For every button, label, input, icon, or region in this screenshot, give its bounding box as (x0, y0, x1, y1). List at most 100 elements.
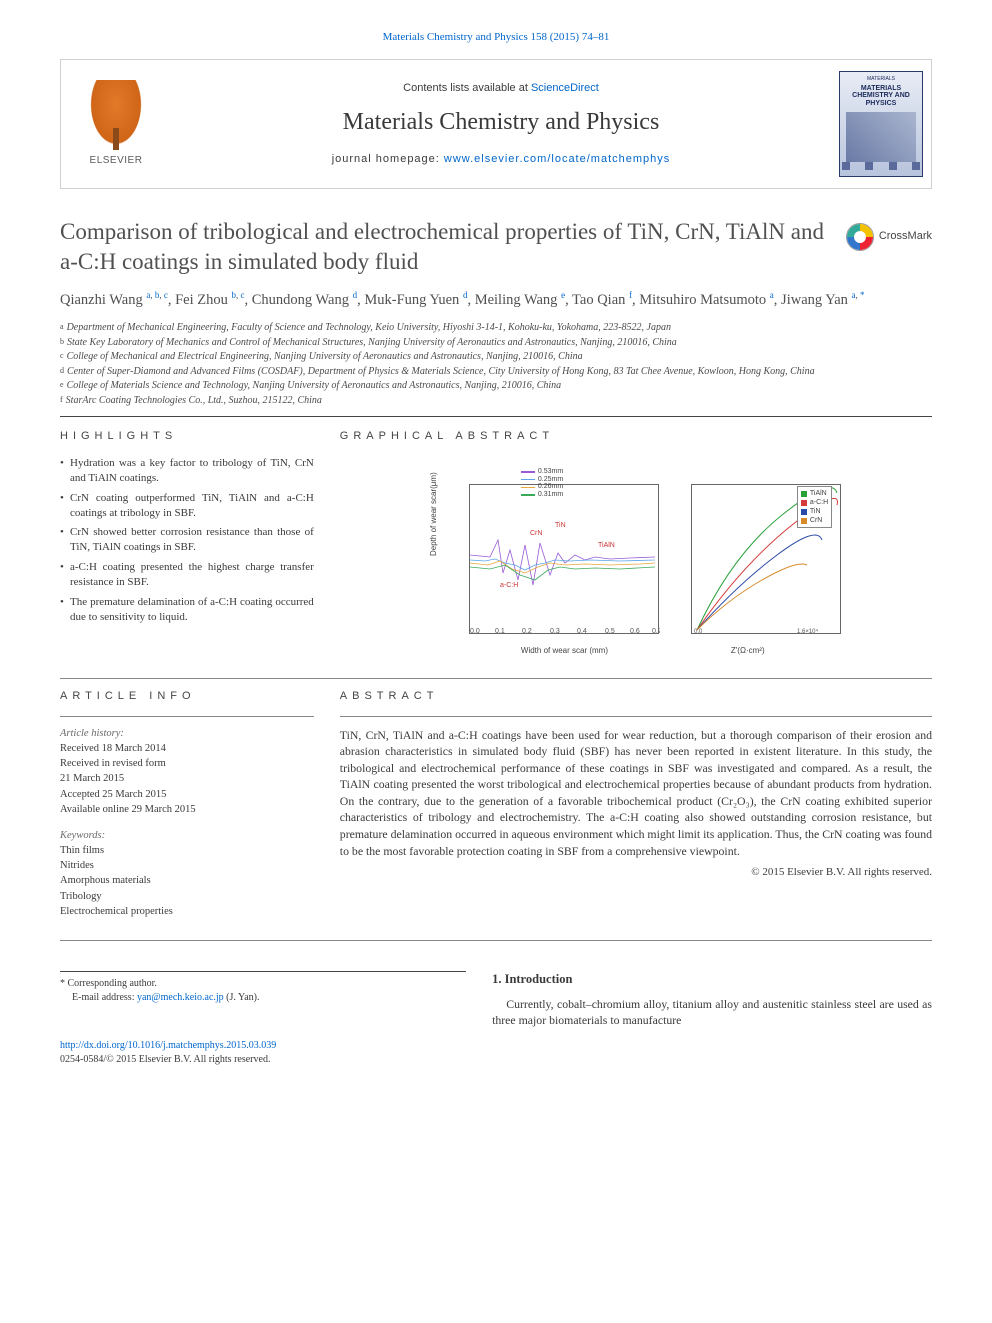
divider (60, 416, 932, 417)
journal-title: Materials Chemistry and Physics (343, 106, 660, 138)
authors: Qianzhi Wang a, b, c, Fei Zhou b, c, Chu… (60, 289, 932, 312)
article-info-heading: ARTICLE INFO (60, 689, 314, 704)
abstract-text: TiN, CrN, TiAlN and a-C:H coatings have … (340, 727, 932, 859)
affiliation: eCollege of Materials Science and Techno… (60, 379, 932, 394)
cover-title: MATERIALS CHEMISTRY AND PHYSICS (842, 85, 920, 108)
cover-toplabel: MATERIALS (867, 76, 895, 83)
ga-chart: a-C:H CrN TiN TiAlN 0.00.10.2 0.30.40.5 … (421, 456, 851, 666)
journal-banner: ELSEVIER Contents lists available at Sci… (60, 59, 932, 189)
history-line: Available online 29 March 2015 (60, 803, 314, 817)
ga-right-legend: TiAlNa-C:HTiNCrN (797, 486, 832, 528)
highlights-heading: HIGHLIGHTS (60, 429, 314, 444)
email-suffix: (J. Yan). (224, 992, 260, 1003)
affiliation: fStarArc Coating Technologies Co., Ltd.,… (60, 394, 932, 409)
affiliation: bState Key Laboratory of Mechanics and C… (60, 336, 932, 351)
corresponding-author: * Corresponding author. E-mail address: … (60, 971, 466, 1005)
svg-text:0.5: 0.5 (605, 628, 615, 635)
ga-left-legend: 0.53mm0.25mm0.26mm0.31mm (521, 468, 563, 499)
top-citation-link[interactable]: Materials Chemistry and Physics 158 (201… (383, 31, 610, 43)
svg-text:0.7: 0.7 (652, 628, 660, 635)
homepage-prefix: journal homepage: (332, 153, 444, 165)
banner-center: Contents lists available at ScienceDirec… (171, 60, 831, 188)
graphical-abstract-heading: GRAPHICAL ABSTRACT (340, 429, 932, 444)
ga-left-svg: a-C:H CrN TiN TiAlN 0.00.10.2 0.30.40.5 … (470, 485, 660, 635)
affiliation: aDepartment of Mechanical Engineering, F… (60, 321, 932, 336)
highlight-item: CrN coating outperformed TiN, TiAlN and … (60, 491, 314, 521)
top-citation: Materials Chemistry and Physics 158 (201… (60, 30, 932, 45)
svg-text:0.3: 0.3 (550, 628, 560, 635)
contents-prefix: Contents lists available at (403, 82, 531, 94)
ga-right-xlabel: Z'(Ω·cm²) (731, 646, 765, 657)
legend-item: 0.31mm (521, 491, 563, 499)
elsevier-tree-icon (87, 80, 145, 150)
keyword: Thin films (60, 844, 314, 858)
contents-line: Contents lists available at ScienceDirec… (403, 81, 599, 96)
ga-left-xlabel: Width of wear scar (mm) (521, 646, 608, 657)
intro-paragraph: Currently, cobalt–chromium alloy, titani… (492, 996, 932, 1029)
svg-text:TiN: TiN (555, 522, 566, 529)
publisher-name: ELSEVIER (87, 154, 145, 168)
history-line: 21 March 2015 (60, 772, 314, 786)
intro-heading: 1. Introduction (492, 971, 932, 988)
ga-left-plot: a-C:H CrN TiN TiAlN 0.00.10.2 0.30.40.5 … (469, 484, 659, 634)
corresp-email-link[interactable]: yan@mech.keio.ac.jp (137, 992, 224, 1003)
highlight-item: CrN showed better corrosion resistance t… (60, 525, 314, 555)
svg-text:TiAlN: TiAlN (598, 542, 615, 549)
legend-item: 0.25mm (521, 476, 563, 484)
journal-cover: MATERIALS MATERIALS CHEMISTRY AND PHYSIC… (839, 71, 923, 177)
publisher-logo-cell: ELSEVIER (61, 60, 171, 188)
corresp-label: Corresponding author. (68, 978, 157, 989)
svg-text:0.0: 0.0 (470, 628, 480, 635)
corresp-star: * (60, 978, 68, 989)
ga-left-ylabel: Depth of wear scar(μm) (429, 472, 440, 556)
journal-homepage: journal homepage: www.elsevier.com/locat… (332, 152, 671, 167)
keyword: Electrochemical properties (60, 905, 314, 919)
history-line: Received in revised form (60, 757, 314, 771)
svg-text:0.4: 0.4 (577, 628, 587, 635)
affiliation: cCollege of Mechanical and Electrical En… (60, 350, 932, 365)
affiliations: aDepartment of Mechanical Engineering, F… (60, 321, 932, 408)
divider (60, 940, 932, 941)
svg-text:0.1: 0.1 (495, 628, 505, 635)
divider (60, 678, 932, 679)
divider (340, 716, 932, 717)
history-line: Accepted 25 March 2015 (60, 788, 314, 802)
svg-text:0.0: 0.0 (694, 629, 703, 635)
abstract-heading: ABSTRACT (340, 689, 932, 704)
legend-item: 0.26mm (521, 483, 563, 491)
highlight-item: a-C:H coating presented the highest char… (60, 560, 314, 590)
history-line: Received 18 March 2014 (60, 742, 314, 756)
keywords-head: Keywords: (60, 829, 314, 843)
crossmark-icon (846, 223, 874, 251)
legend-item: 0.53mm (521, 468, 563, 476)
cover-thumbs (842, 162, 920, 172)
article-title: Comparison of tribological and electroch… (60, 217, 834, 277)
article-info: Article history: Received 18 March 2014R… (60, 727, 314, 919)
svg-text:a-C:H: a-C:H (500, 582, 518, 589)
keyword: Nitrides (60, 859, 314, 873)
svg-text:CrN: CrN (530, 530, 542, 537)
elsevier-logo: ELSEVIER (87, 80, 145, 168)
keyword: Tribology (60, 890, 314, 904)
issn-line: 0254-0584/© 2015 Elsevier B.V. All right… (60, 1054, 270, 1065)
email-prefix: E-mail address: (72, 992, 137, 1003)
cover-cell: MATERIALS MATERIALS CHEMISTRY AND PHYSIC… (831, 60, 931, 188)
highlights-list: Hydration was a key factor to tribology … (60, 456, 314, 624)
highlight-item: The premature delamination of a-C:H coat… (60, 595, 314, 625)
page-footer: http://dx.doi.org/10.1016/j.matchemphys.… (60, 1039, 932, 1067)
sciencedirect-link[interactable]: ScienceDirect (531, 82, 599, 94)
keyword: Amorphous materials (60, 874, 314, 888)
cover-image (846, 112, 916, 162)
homepage-link[interactable]: www.elsevier.com/locate/matchemphys (444, 153, 670, 165)
svg-text:1.6×10⁴: 1.6×10⁴ (797, 628, 819, 635)
legend-item: CrN (801, 516, 828, 525)
crossmark-widget[interactable]: CrossMark (846, 223, 932, 251)
abstract-copyright: © 2015 Elsevier B.V. All rights reserved… (340, 865, 932, 880)
legend-item: a-C:H (801, 498, 828, 507)
doi-link[interactable]: http://dx.doi.org/10.1016/j.matchemphys.… (60, 1040, 276, 1051)
crossmark-label: CrossMark (879, 229, 932, 244)
legend-item: TiN (801, 507, 828, 516)
affiliation: dCenter of Super-Diamond and Advanced Fi… (60, 365, 932, 380)
svg-text:0.6: 0.6 (630, 628, 640, 635)
svg-text:0.2: 0.2 (522, 628, 532, 635)
